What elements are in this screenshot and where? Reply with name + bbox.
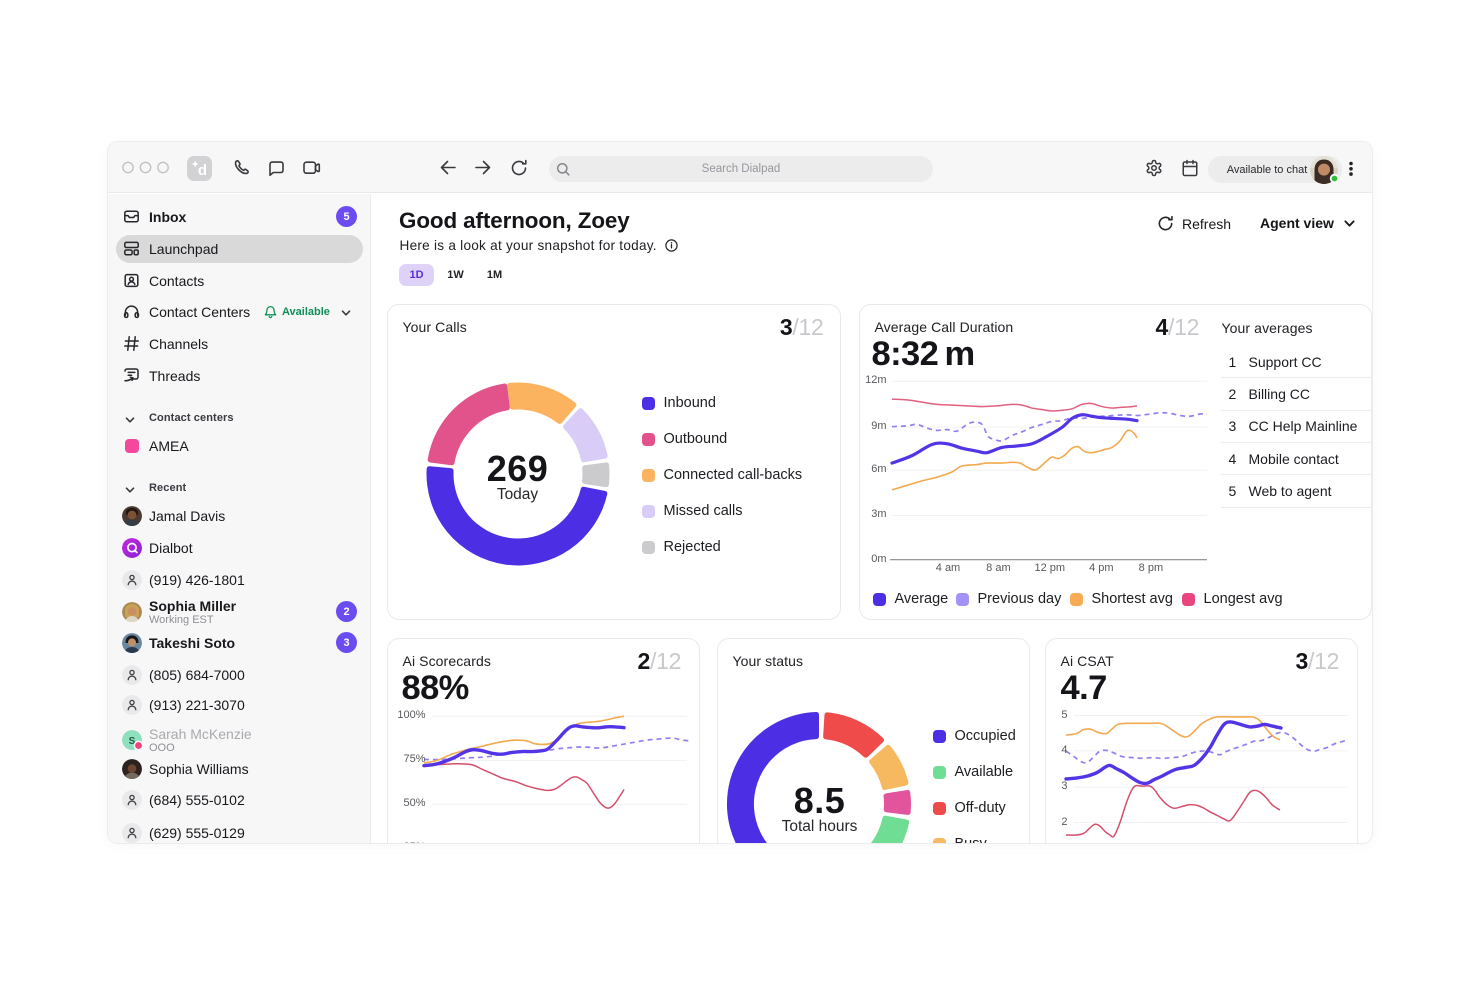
svg-text:d: d [197, 162, 206, 179]
svg-text:S: S [129, 736, 136, 747]
